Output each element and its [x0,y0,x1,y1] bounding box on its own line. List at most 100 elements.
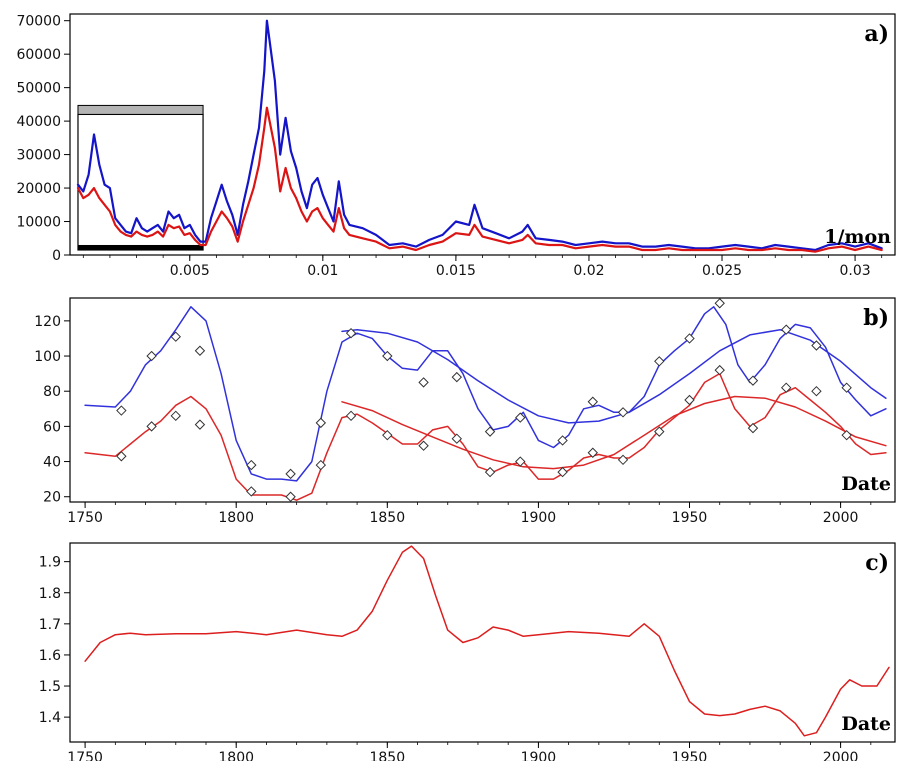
data-point-marker [811,385,822,397]
data-point-marker [315,417,327,429]
y-tick-label: 120 [34,314,61,330]
data-point-marker [246,459,257,471]
data-point-marker [714,298,725,309]
x-axis-label: 1/mon [824,226,891,248]
data-point-marker [684,333,695,344]
panel-label: b) [863,305,889,331]
x-tick-label: 1950 [672,510,708,526]
data-point-marker [841,429,852,441]
data-point-marker [841,382,852,393]
y-tick-label: 0 [52,248,61,264]
x-tick-label: 1800 [218,510,254,526]
data-point-marker [811,340,822,351]
data-point-marker [557,466,568,478]
y-tick-label: 1.8 [39,586,61,602]
inset-top-bar [77,104,204,115]
data-point-marker [451,371,463,383]
plot-frame [69,13,896,256]
inset-bottom-bar [77,244,204,250]
y-tick-label: 20 [43,490,61,506]
series-line-1 [84,545,890,737]
x-tick-label: 1850 [369,750,405,761]
data-point-marker [654,356,665,367]
data-point-marker [285,491,296,502]
y-tick-label: 40000 [16,114,61,130]
data-point-marker [747,422,759,434]
data-point-marker [714,364,725,376]
data-point-marker [654,426,665,437]
data-point-marker [285,468,296,480]
x-tick-label: 0.03 [839,263,870,279]
data-point-marker [382,429,393,441]
x-tick-label: 1750 [67,510,103,526]
data-point-marker [484,466,496,478]
data-point-marker [382,350,393,362]
x-tick-label: 1950 [672,750,708,761]
x-tick-label: 1800 [218,750,254,761]
y-tick-label: 80 [43,384,61,400]
data-point-marker [345,410,357,422]
data-point-marker [484,426,496,437]
data-point-marker [781,324,792,335]
series-line-4 [341,395,887,470]
data-point-marker [170,331,181,342]
data-point-marker [418,377,429,388]
data-point-marker [315,459,327,471]
x-tick-label: 0.01 [307,263,338,279]
y-tick-label: 20000 [16,181,61,197]
y-tick-label: 70000 [16,14,61,30]
panel-b: 1750 1800 1850 1900 1950 2000 20 40 60 80 100 120 b)… [34,297,896,526]
y-tick-label: 50000 [16,81,61,97]
y-tick-label: 1.6 [39,648,61,664]
x-tick-label: 1850 [369,510,405,526]
y-tick-label: 60000 [16,47,61,63]
data-point-marker [194,419,206,430]
x-tick-label: 1750 [67,750,103,761]
series-line-1 [76,19,883,252]
data-point-marker [194,345,206,356]
y-tick-label: 30000 [16,148,61,164]
plot-frame [69,542,896,743]
data-point-marker [418,440,429,451]
y-tick-label: 1.7 [39,617,61,633]
data-point-marker [246,486,257,497]
x-tick-label: 1900 [521,750,557,761]
panel-a: 0.005 0.01 0.015 0.02 0.025 0.03 0 10000 20000 30… [16,13,896,279]
panel-label: c) [865,550,889,576]
data-point-marker [684,394,695,406]
data-point-marker [781,382,792,393]
data-point-marker [587,447,599,458]
x-tick-label: 0.015 [436,263,476,279]
y-tick-label: 1.9 [39,555,61,571]
data-point-marker [587,396,599,407]
x-axis-label: Date [841,473,891,495]
y-tick-label: 1.5 [39,679,61,695]
series-line-3 [341,328,887,424]
data-point-marker [515,456,526,467]
data-point-marker [515,412,526,423]
x-tick-label: 1900 [521,510,557,526]
y-tick-label: 10000 [16,215,61,231]
data-point-marker [617,407,629,418]
x-tick-label: 2000 [823,750,859,761]
x-tick-label: 0.025 [702,263,742,279]
series-line-2 [76,106,883,253]
data-point-marker [345,327,357,339]
data-point-marker [747,375,759,386]
x-tick-label: 0.02 [573,263,604,279]
data-point-marker [116,451,127,462]
x-axis-label: Date [841,713,891,735]
y-tick-label: 40 [43,455,61,471]
data-point-marker [617,454,629,466]
y-tick-label: 60 [43,419,61,435]
y-tick-label: 100 [34,349,61,365]
data-point-marker [146,350,157,362]
data-point-marker [146,421,157,432]
x-tick-label: 2000 [823,510,859,526]
data-point-marker [170,410,181,422]
y-tick-label: 1.4 [39,710,61,726]
data-point-marker [557,435,568,446]
x-tick-label: 0.005 [170,263,210,279]
panel-label: a) [864,21,889,47]
